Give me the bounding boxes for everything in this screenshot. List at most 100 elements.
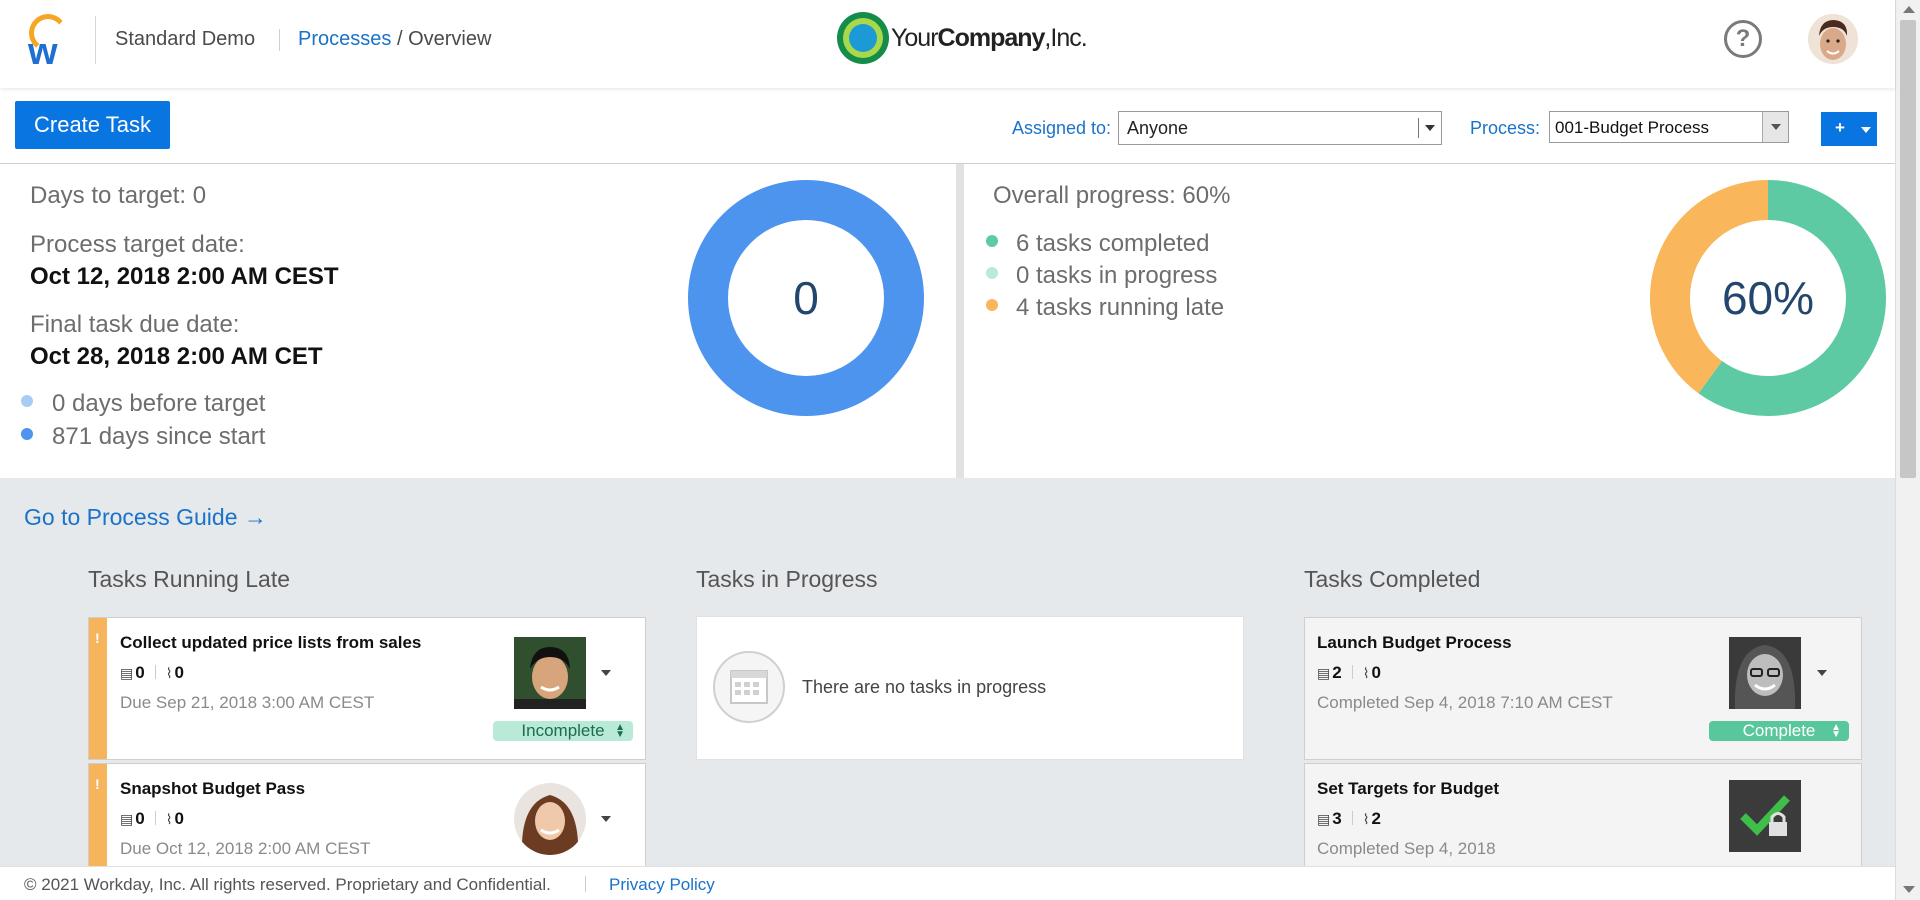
- chevron-down-icon: [1771, 124, 1781, 130]
- breadcrumb-separator: /: [396, 28, 403, 50]
- status-value: Complete: [1742, 721, 1816, 740]
- progress-donut-chart: 60%: [1650, 180, 1886, 416]
- attachments-count: 2: [1371, 809, 1382, 828]
- days-donut-chart: 0: [688, 180, 924, 416]
- process-label: Process:: [1470, 118, 1541, 138]
- process-select[interactable]: 001-Budget Process: [1549, 111, 1789, 143]
- breadcrumb-processes-link[interactable]: Processes: [298, 28, 392, 50]
- notes-icon: ▤: [1317, 665, 1331, 681]
- overall-progress: Overall progress: 60%: [993, 182, 1231, 209]
- panel-divider: [956, 164, 964, 478]
- task-due-date: Due Oct 12, 2018 2:00 AM CEST: [120, 839, 371, 858]
- assigned-to-select[interactable]: Anyone: [1118, 111, 1442, 145]
- task-counts: ▤ 3 ⌇ 2: [1317, 809, 1381, 829]
- notes-icon: ▤: [120, 811, 134, 827]
- attachment-icon: ⌇: [1362, 811, 1370, 827]
- assignee-photo: [514, 783, 586, 855]
- task-card[interactable]: ! Collect updated price lists from sales…: [88, 617, 646, 760]
- task-completed-date: Completed Sep 4, 2018 7:10 AM CEST: [1317, 693, 1613, 712]
- days-donut-ring: [688, 180, 924, 416]
- no-tasks-message: There are no tasks in progress: [802, 677, 1047, 697]
- legend-in-progress: 0 tasks in progress: [1016, 262, 1218, 289]
- final-due-value: Oct 28, 2018 2:00 AM CET: [30, 343, 323, 370]
- legend-before-target: 0 days before target: [52, 390, 266, 417]
- sort-arrows-icon: ▲ ▼: [615, 722, 625, 740]
- footer-divider: [585, 876, 586, 892]
- legend-completed: 6 tasks completed: [1016, 230, 1210, 257]
- task-counts: ▤ 2 ⌇ 0: [1317, 663, 1381, 683]
- company-logo-prefix: Your: [891, 24, 939, 52]
- notes-count: 3: [1332, 809, 1342, 828]
- task-title[interactable]: Snapshot Budget Pass: [120, 779, 306, 798]
- late-flag-mark: !: [95, 630, 100, 646]
- in-progress-empty-card: There are no tasks in progress: [696, 616, 1244, 760]
- process-value: 001-Budget Process: [1555, 118, 1710, 137]
- avatar[interactable]: [1808, 14, 1858, 64]
- privacy-policy-link[interactable]: Privacy Policy: [609, 875, 715, 894]
- workday-logo-icon[interactable]: w: [26, 14, 72, 73]
- plus-icon: +: [1835, 118, 1845, 137]
- add-menu-button[interactable]: +: [1821, 112, 1877, 146]
- chevron-down-icon: [1861, 127, 1871, 133]
- late-flag-mark: !: [95, 776, 100, 792]
- chevron-down-icon[interactable]: [1817, 670, 1827, 676]
- progress-panel: Overall progress: 60% 6 tasks completed …: [964, 164, 1895, 478]
- assignee-photo: [1729, 637, 1801, 709]
- chevron-down-icon[interactable]: [601, 816, 611, 822]
- sort-arrows-icon: ▲ ▼: [1831, 722, 1841, 740]
- target-panel: Days to target: 0 Process target date: O…: [0, 164, 956, 478]
- assigned-to-label: Assigned to:: [1012, 118, 1112, 138]
- days-to-target: Days to target: 0: [30, 182, 207, 209]
- footer: © 2021 Workday, Inc. All rights reserved…: [0, 866, 1895, 900]
- attachment-icon: ⌇: [165, 665, 173, 681]
- late-flag: !: [89, 618, 107, 759]
- company-logo-icon: YourCompany,Inc.: [837, 12, 1097, 66]
- attachment-icon: ⌇: [1362, 665, 1370, 681]
- chevron-down-icon[interactable]: [601, 670, 611, 676]
- notes-count: 0: [135, 809, 145, 828]
- task-card[interactable]: Launch Budget Process ▤ 2 ⌇ 0 Completed Sep…: [1304, 617, 1862, 760]
- legend-late: 4 tasks running late: [1016, 294, 1225, 321]
- task-due-date: Due Sep 21, 2018 3:00 AM CEST: [120, 693, 375, 712]
- legend-since-start: 871 days since start: [52, 423, 266, 450]
- task-counts: ▤ 0 ⌇ 0: [120, 663, 184, 683]
- breadcrumb-divider: [279, 29, 280, 51]
- status-select[interactable]: Incomplete ▲ ▼: [493, 721, 633, 741]
- vertical-scrollbar[interactable]: [1895, 0, 1920, 900]
- status-select[interactable]: Complete ▲ ▼: [1709, 721, 1849, 741]
- breadcrumb-current: Overview: [408, 28, 492, 50]
- legend-dot-in-progress: [986, 267, 998, 279]
- scroll-down-icon[interactable]: [1903, 886, 1915, 893]
- task-title[interactable]: Collect updated price lists from sales: [120, 633, 422, 652]
- create-task-button[interactable]: Create Task: [15, 101, 170, 149]
- attachments-count: 0: [1371, 663, 1382, 682]
- legend-dot-before-target: [21, 395, 33, 407]
- task-title[interactable]: Set Targets for Budget: [1317, 779, 1499, 798]
- calendar-icon: [713, 651, 785, 723]
- target-date-label: Process target date:: [30, 231, 245, 258]
- progress-donut-value: 60%: [1721, 272, 1815, 324]
- company-logo-bold: Company: [937, 24, 1046, 52]
- legend-dot-completed: [986, 235, 998, 247]
- process-guide-link[interactable]: Go to Process Guide →: [24, 504, 267, 530]
- locked-check-icon: [1729, 780, 1801, 852]
- legend-dot-since-start: [21, 428, 33, 440]
- top-header: w Standard Demo Processes / Overview You…: [0, 0, 1895, 88]
- scroll-thumb[interactable]: [1900, 20, 1916, 478]
- target-date-value: Oct 12, 2018 2:00 AM CEST: [30, 263, 339, 290]
- toolbar: Create Task Assigned to: Anyone Process:…: [0, 88, 1895, 164]
- breadcrumb: Processes / Overview: [298, 28, 491, 51]
- column-title-completed: Tasks Completed: [1304, 566, 1481, 592]
- attachments-count: 0: [174, 809, 185, 828]
- company-logo-suffix: ,Inc.: [1044, 24, 1087, 52]
- help-icon[interactable]: ?: [1724, 20, 1762, 58]
- assignee-photo: [514, 637, 586, 709]
- notes-count: 2: [1332, 663, 1342, 682]
- column-title-late: Tasks Running Late: [88, 566, 291, 592]
- attachments-count: 0: [174, 663, 185, 682]
- final-due-label: Final task due date:: [30, 311, 240, 338]
- tenant-name: Standard Demo: [115, 28, 256, 50]
- task-title[interactable]: Launch Budget Process: [1317, 633, 1512, 652]
- task-counts: ▤ 0 ⌇ 0: [120, 809, 184, 829]
- scroll-up-icon[interactable]: [1903, 6, 1915, 13]
